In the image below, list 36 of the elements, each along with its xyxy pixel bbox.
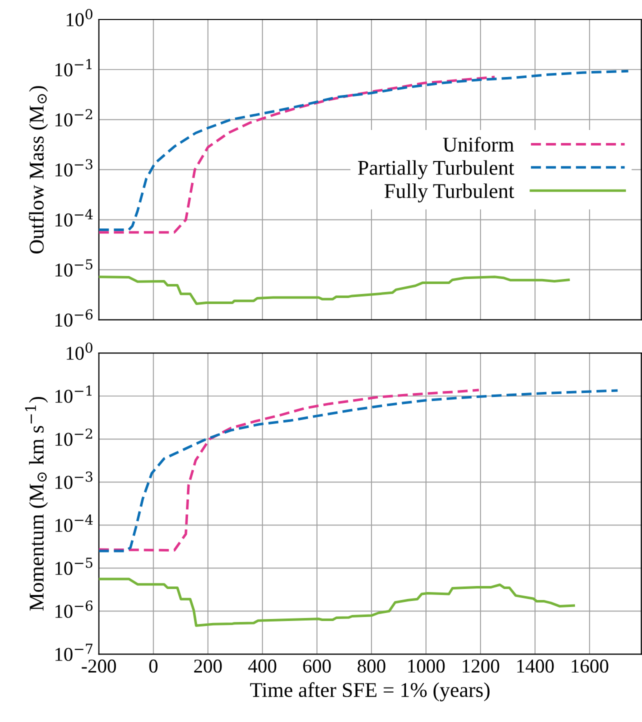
legend-label: Uniform — [442, 136, 514, 152]
line-series — [98, 276, 570, 305]
y-tick-label: 10$^{−1}$ — [55, 386, 92, 403]
y-tick-label: 10$^{−6}$ — [55, 600, 93, 618]
y-tick-label: 10$^{−5}$ — [55, 558, 92, 575]
x-tick-label: 1000 — [408, 660, 445, 673]
legend-label: Partially Turbulent — [358, 160, 514, 180]
y-tick-label: 10$^{−4}$ — [55, 209, 93, 227]
x-tick-label: 0 — [149, 660, 158, 673]
y-tick-label: 10$^{−5}$ — [55, 259, 92, 277]
y-tick-label: 10$^{−2}$ — [55, 428, 92, 446]
y-tick-label: 10$^{−3}$ — [55, 159, 92, 176]
y-tick-label: 10$^{0}$ — [66, 8, 92, 26]
y-tick-label: 10$^{−1}$ — [55, 58, 92, 76]
y-tick-label: 10$^{−7}$ — [55, 644, 92, 661]
y-axis-title: Momentum (M$_{⊙}$ km s$^{−1}$) — [25, 396, 48, 611]
legend-label: Fully Turbulent — [384, 183, 514, 202]
x-tick-label: 1600 — [572, 660, 608, 673]
y-axis-title: Outflow Mass (M$_{⊙}$) — [28, 86, 48, 254]
x-tick-label: 400 — [248, 660, 276, 673]
y-tick-label: 10$^{0}$ — [66, 342, 92, 360]
line-series — [98, 70, 630, 232]
x-axis-title: Time after SFE = 1% (years) — [250, 682, 490, 702]
x-tick-label: -200 — [82, 660, 116, 673]
y-tick-label: 10$^{−6}$ — [55, 309, 93, 327]
line-series — [98, 388, 480, 552]
y-tick-label: 10$^{−4}$ — [55, 514, 93, 532]
x-tick-label: 600 — [303, 660, 331, 673]
x-tick-label: 1400 — [517, 660, 554, 673]
x-tick-label: 200 — [194, 660, 222, 673]
line-series — [98, 389, 619, 552]
y-tick-label: 10$^{−2}$ — [55, 109, 92, 126]
x-tick-label: 800 — [358, 660, 386, 673]
y-tick-label: 10$^{−3}$ — [55, 472, 92, 489]
line-series — [98, 578, 575, 627]
x-tick-label: 1200 — [462, 660, 500, 673]
